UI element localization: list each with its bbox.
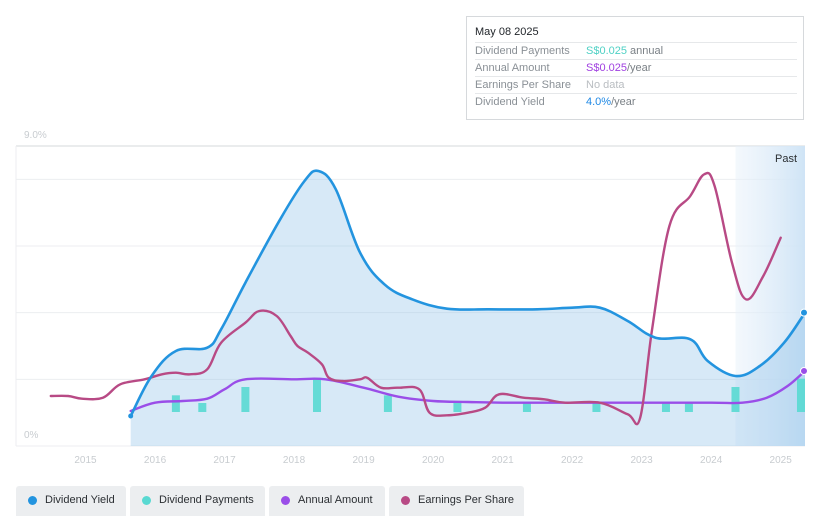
legend-label: Dividend Yield: [45, 494, 115, 506]
dividend-payment-bar: [592, 403, 601, 412]
legend-dot-icon: [401, 496, 410, 505]
dividend-payment-bar: [453, 403, 462, 412]
dividend-payment-bar: [661, 403, 670, 412]
dividend-payment-bar: [797, 378, 805, 412]
legend-dot-icon: [28, 496, 37, 505]
tooltip-value: 4.0%/year: [586, 96, 636, 108]
x-tick-label: 2023: [631, 455, 654, 466]
x-tick-label: 2017: [213, 455, 236, 466]
dividend-payment-bar: [383, 395, 392, 412]
x-tick-label: 2016: [144, 455, 167, 466]
tooltip-row-annual-amount: Annual Amount S$0.025/year: [475, 59, 797, 77]
x-tick-label: 2022: [561, 455, 584, 466]
x-tick-label: 2018: [283, 455, 306, 466]
x-tick-label: 2020: [422, 455, 445, 466]
dividend-payment-bar: [731, 387, 740, 412]
tooltip-value: S$0.025/year: [586, 62, 652, 74]
dividend-payment-bar: [684, 403, 693, 412]
x-tick-label: 2021: [491, 455, 514, 466]
tooltip-row-earnings-per-share: Earnings Per Share No data: [475, 76, 797, 94]
legend-label: Annual Amount: [298, 494, 373, 506]
x-tick-label: 2024: [700, 455, 723, 466]
tooltip-value: S$0.025 annual: [586, 45, 664, 57]
y-axis-min-label: 0%: [24, 430, 39, 441]
line-earnings-per-share: [49, 171, 782, 426]
dividend-payment-bar: [198, 403, 207, 412]
legend-label: Earnings Per Share: [418, 494, 514, 506]
startpoint-dividend-yield: [128, 413, 134, 419]
x-tick-label: 2019: [352, 455, 375, 466]
dividend-payment-bar: [241, 387, 250, 412]
series-lines: [49, 169, 807, 426]
x-tick-label: 2025: [770, 455, 793, 466]
endpoint-annual-amount: [800, 367, 808, 375]
line-dividend-yield: [129, 169, 807, 418]
past-label: Past: [775, 153, 797, 165]
legend-dividend-yield[interactable]: Dividend Yield: [16, 486, 126, 516]
endpoint-dividend-yield: [800, 308, 808, 317]
tooltip-value: No data: [586, 79, 625, 91]
legend-earnings-per-share[interactable]: Earnings Per Share: [389, 486, 524, 516]
legend-dot-icon: [142, 496, 151, 505]
tooltip-label: Dividend Payments: [475, 45, 570, 57]
dividend-payment-bars: [171, 378, 805, 412]
dividend-payment-bar: [171, 395, 180, 412]
tooltip-date: May 08 2025: [475, 26, 539, 38]
y-axis-max-label: 9.0%: [24, 130, 47, 141]
tooltip-label: Annual Amount: [475, 62, 550, 74]
x-axis-ticks: 2015 2016 2017 2018 2019 2020 2021 2022 2023 2024…: [74, 455, 792, 466]
tooltip-row-dividend-payments: Dividend Payments S$0.025 annual: [475, 42, 797, 60]
series-areas: [130, 170, 805, 446]
legend-dividend-payments[interactable]: Dividend Payments: [130, 486, 265, 516]
legend-dot-icon: [281, 496, 290, 505]
x-tick-label: 2015: [74, 455, 97, 466]
tooltip-label: Dividend Yield: [475, 96, 545, 108]
legend-label: Dividend Payments: [159, 494, 254, 506]
area-dividend-yield: [130, 170, 805, 446]
legend-annual-amount[interactable]: Annual Amount: [269, 486, 385, 516]
series-endpoints: [128, 308, 808, 419]
data-tooltip: May 08 2025 Dividend Payments S$0.025 an…: [466, 16, 804, 120]
tooltip-row-dividend-yield: Dividend Yield 4.0%/year: [475, 93, 797, 111]
dividend-payment-bar: [313, 378, 322, 412]
line-annual-amount: [129, 369, 807, 413]
tooltip-label: Earnings Per Share: [475, 79, 571, 91]
dividend-payment-bar: [522, 403, 531, 412]
